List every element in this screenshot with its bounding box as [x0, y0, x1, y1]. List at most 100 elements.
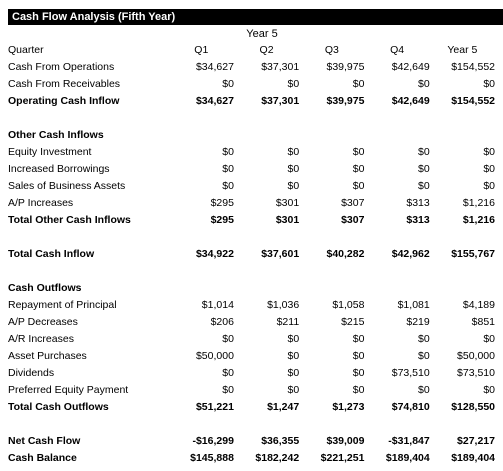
value-cell: $0 [483, 78, 495, 90]
table-row: Cash From Operations $34,627 $37,301 $39,97… [8, 59, 495, 76]
value-cell: $4,189 [462, 299, 495, 311]
value-cell: $36,355 [261, 435, 300, 447]
table-row: Cash Balance $145,888 $182,242 $221,251 $189… [8, 450, 495, 467]
value-cell: $0 [418, 333, 430, 345]
value-cell: $0 [483, 146, 495, 158]
value-cell: $0 [352, 163, 365, 175]
table-row: Other Cash Inflows [8, 127, 495, 144]
value-cell [430, 127, 495, 144]
row-label: Cash Balance [8, 452, 77, 464]
value-cell: $301 [275, 214, 300, 226]
row-label: Repayment of Principal [8, 299, 117, 311]
row-label: Equity Investment [8, 146, 92, 158]
value-cell: $0 [287, 367, 300, 379]
table-row: Increased Borrowings $0 $0 $0 $0 $0 [8, 161, 495, 178]
row-label: A/P Increases [8, 197, 74, 209]
value-cell: $215 [341, 316, 365, 328]
table-row: Net Cash Flow -$16,299 $36,355 $39,009 -$31,… [8, 433, 495, 450]
table-row: Asset Purchases $50,000 $0 $0 $0 $50,000 [8, 348, 495, 365]
value-cell: $0 [418, 384, 430, 396]
row-label: A/R Increases [8, 333, 74, 345]
value-cell: -$16,299 [192, 435, 234, 447]
table-row: Total Cash Inflow $34,922 $37,601 $40,282 $4… [8, 246, 495, 263]
value-cell: $0 [483, 180, 495, 192]
value-cell: $0 [418, 78, 430, 90]
value-cell: $313 [406, 214, 430, 226]
value-cell: $0 [352, 146, 365, 158]
cash-flow-table: Quarter Q1 Q2 Q3 Q4 Year 5 Cash From Ope… [8, 42, 495, 467]
value-cell: $1,273 [332, 401, 365, 413]
value-cell: $301 [275, 197, 300, 209]
year-label: Year 5 [246, 28, 278, 40]
row-label: Other Cash Inflows [8, 129, 104, 141]
value-cell: $73,510 [391, 367, 430, 379]
value-cell: $39,975 [326, 95, 365, 107]
value-cell: $295 [210, 214, 234, 226]
value-cell: $0 [287, 333, 300, 345]
value-cell: $37,301 [261, 95, 300, 107]
row-label: Total Cash Outflows [8, 401, 109, 413]
row-label: Cash Outflows [8, 282, 82, 294]
value-cell: $0 [222, 180, 234, 192]
header-row: Quarter Q1 Q2 Q3 Q4 Year 5 [8, 42, 495, 59]
row-label: Increased Borrowings [8, 163, 110, 175]
value-cell: $42,962 [391, 248, 430, 260]
sheet-title: Cash Flow Analysis (Fifth Year) [8, 9, 503, 25]
value-cell: $0 [222, 333, 234, 345]
value-cell: $1,216 [462, 197, 495, 209]
row-label: Total Other Cash Inflows [8, 214, 131, 226]
value-cell [169, 280, 234, 297]
value-cell: $42,649 [391, 61, 430, 73]
value-cell: $295 [210, 197, 234, 209]
value-cell: $145,888 [190, 452, 234, 464]
value-cell [364, 127, 429, 144]
value-cell: $0 [352, 384, 365, 396]
value-cell: $189,404 [385, 452, 430, 464]
spacer-row [8, 110, 495, 127]
row-label: Net Cash Flow [8, 435, 81, 447]
value-cell: $0 [287, 163, 300, 175]
header-col-q3: Q3 [324, 44, 339, 56]
value-cell: $0 [352, 333, 365, 345]
value-cell: $0 [352, 78, 365, 90]
row-label: Dividends [8, 367, 55, 379]
table-row: Sales of Business Assets $0 $0 $0 $0 $0 [8, 178, 495, 195]
value-cell: $51,221 [195, 401, 234, 413]
header-label: Quarter [8, 44, 44, 56]
spacer-cell [8, 263, 495, 280]
value-cell: $50,000 [195, 350, 234, 362]
value-cell: $206 [210, 316, 234, 328]
header-col-q1: Q1 [194, 44, 209, 56]
row-label: Asset Purchases [8, 350, 87, 362]
row-label: Total Cash Inflow [8, 248, 95, 260]
value-cell [234, 127, 299, 144]
value-cell: $42,649 [391, 95, 430, 107]
spacer-cell [8, 110, 495, 127]
value-cell: $0 [352, 350, 365, 362]
value-cell: $0 [418, 146, 430, 158]
value-cell: $27,217 [457, 435, 495, 447]
table-row: Total Cash Outflows $51,221 $1,247 $1,273 $7… [8, 399, 495, 416]
row-label: Sales of Business Assets [8, 180, 126, 192]
value-cell: $211 [276, 316, 300, 328]
value-cell [234, 280, 299, 297]
value-cell: $221,251 [320, 452, 365, 464]
value-cell: $34,627 [195, 61, 234, 73]
value-cell: $39,975 [326, 61, 365, 73]
value-cell: $1,036 [267, 299, 300, 311]
value-cell: $0 [287, 78, 300, 90]
spacer-row [8, 229, 495, 246]
value-cell: $0 [418, 180, 430, 192]
table-row: A/R Increases $0 $0 $0 $0 $0 [8, 331, 495, 348]
table-row: Cash Outflows [8, 280, 495, 297]
table-row: Preferred Equity Payment $0 $0 $0 $0 $0 [8, 382, 495, 399]
value-cell: $0 [352, 180, 365, 192]
value-cell: $0 [483, 333, 495, 345]
table-row: Total Other Cash Inflows $295 $301 $307 $313… [8, 212, 495, 229]
spacer-cell [8, 229, 495, 246]
value-cell: $73,510 [457, 367, 495, 379]
value-cell [169, 127, 234, 144]
value-cell: $0 [418, 163, 430, 175]
value-cell: $0 [418, 350, 430, 362]
value-cell: $74,810 [391, 401, 430, 413]
